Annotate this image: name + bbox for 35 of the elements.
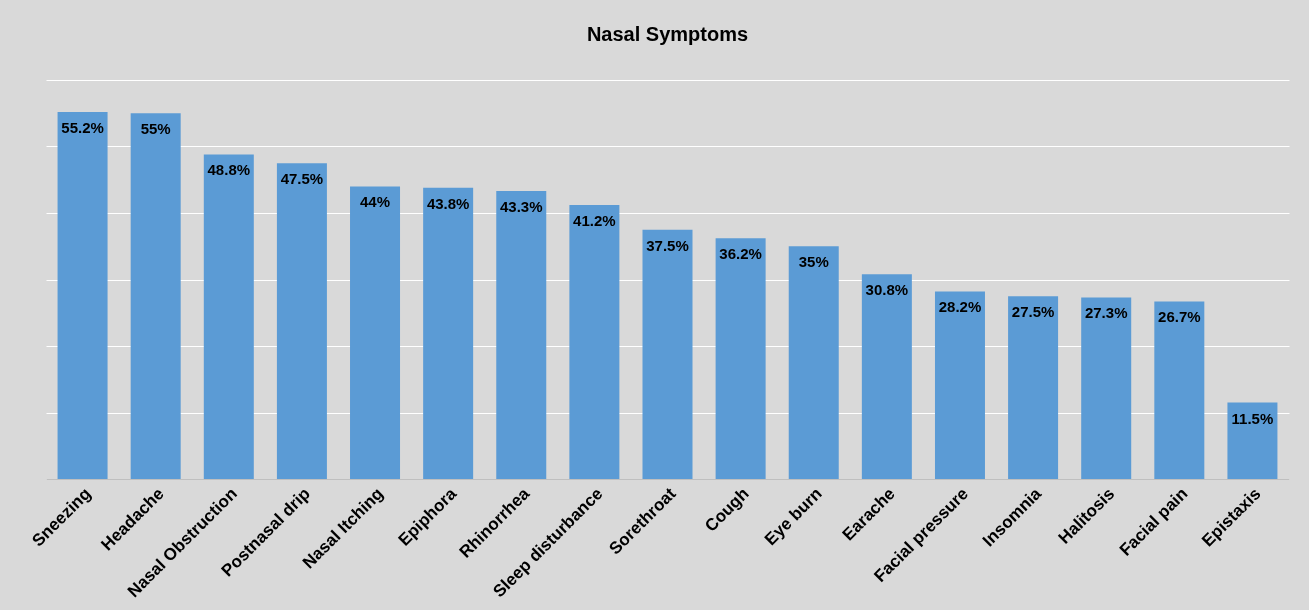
chart-title: Nasal Symptoms bbox=[586, 23, 749, 45]
data-label: 28.2% bbox=[938, 298, 982, 316]
bar bbox=[642, 229, 693, 479]
data-label: 43.8% bbox=[426, 194, 470, 212]
data-label: 36.2% bbox=[719, 245, 762, 263]
bar bbox=[1227, 402, 1278, 479]
data-label: 27.5% bbox=[1011, 303, 1055, 321]
data-label: 47.5% bbox=[280, 170, 324, 188]
data-label: 44% bbox=[360, 193, 391, 211]
bar bbox=[861, 274, 912, 479]
bar bbox=[130, 113, 181, 479]
bar bbox=[57, 111, 108, 479]
data-label: 55.2% bbox=[61, 118, 104, 136]
bar bbox=[350, 186, 401, 479]
bar bbox=[203, 154, 254, 479]
data-label: 27.3% bbox=[1084, 304, 1128, 322]
bar bbox=[1154, 301, 1205, 479]
bar bbox=[715, 238, 766, 479]
data-label: 35% bbox=[798, 253, 829, 271]
bar bbox=[276, 163, 327, 479]
bar bbox=[788, 246, 839, 479]
data-label: 11.5% bbox=[1231, 409, 1274, 427]
bar bbox=[1081, 297, 1132, 479]
bar bbox=[496, 191, 547, 479]
bar bbox=[1008, 296, 1059, 479]
bar bbox=[569, 205, 620, 479]
data-label: 41.2% bbox=[573, 212, 616, 230]
data-label: 26.7% bbox=[1158, 308, 1201, 326]
data-label: 43.3% bbox=[499, 198, 543, 216]
data-label: 55% bbox=[140, 120, 171, 138]
data-label: 37.5% bbox=[646, 236, 689, 254]
data-label: 48.8% bbox=[207, 161, 251, 179]
bar bbox=[934, 291, 985, 479]
bar bbox=[423, 187, 474, 479]
data-label: 30.8% bbox=[865, 281, 909, 299]
